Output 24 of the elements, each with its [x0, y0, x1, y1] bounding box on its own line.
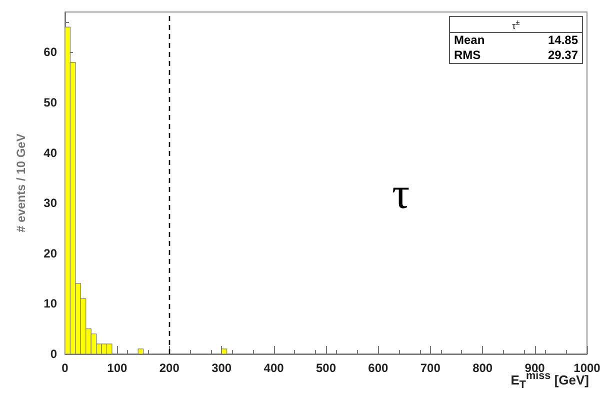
y-axis-title: # events / 10 GeV — [14, 134, 28, 232]
x-tick-label: 800 — [472, 361, 493, 375]
annotation: 29.37 — [548, 48, 578, 63]
y-tick-label: 40 — [44, 146, 58, 160]
y-tick-label: 50 — [44, 96, 58, 110]
annotation: τ — [392, 168, 410, 219]
x-tick-label: 200 — [159, 361, 180, 375]
annotation: 14.85 — [548, 33, 578, 48]
annotation: Mean — [454, 33, 485, 48]
x-tick-label: 300 — [212, 361, 232, 375]
y-tick-label: 60 — [44, 45, 58, 60]
y-tick-label: 10 — [44, 296, 58, 311]
y-tick-label: 30 — [44, 196, 58, 210]
y-tick-label: 20 — [44, 246, 58, 260]
x-tick-label: 100 — [107, 361, 128, 375]
x-tick-label: 0 — [62, 361, 69, 375]
annotation: τ$^{±}$ — [450, 17, 582, 33]
x-tick-label: 500 — [316, 361, 336, 375]
x-tick-label: 700 — [420, 361, 441, 375]
x-tick-label: 1000 — [574, 361, 601, 375]
x-tick-label: 400 — [264, 361, 284, 375]
annotation: RMS — [454, 48, 481, 63]
x-tick-label: 600 — [368, 361, 389, 375]
y-tick-label: 0 — [50, 347, 58, 361]
